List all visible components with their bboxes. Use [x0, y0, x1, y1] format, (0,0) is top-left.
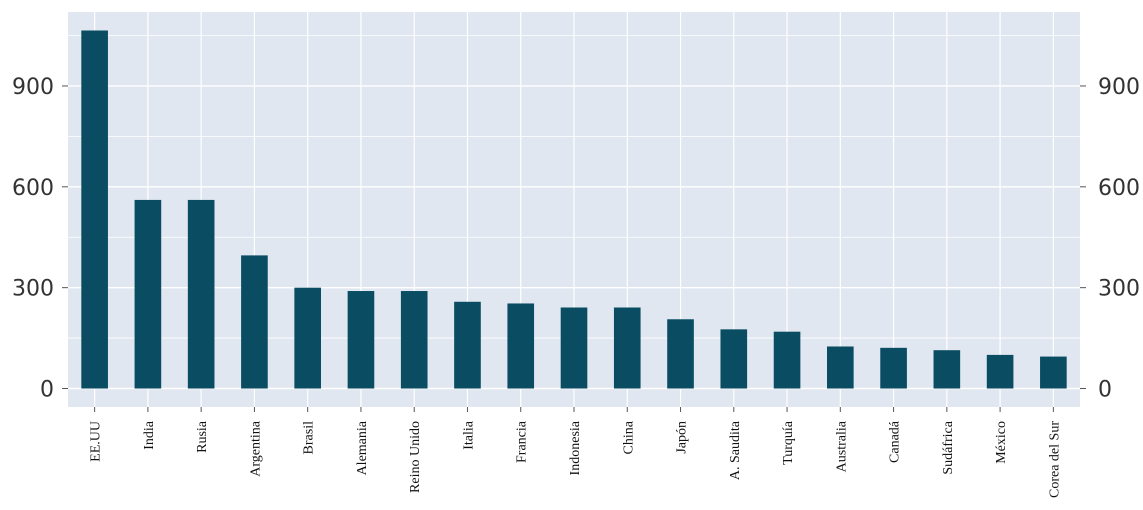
- bar-ee-uu: [81, 30, 108, 389]
- x-tick-label: Corea del Sur: [1047, 421, 1062, 498]
- bar-argentina: [241, 255, 268, 389]
- bar-francia: [507, 303, 535, 389]
- bar-m-xico: [986, 354, 1014, 389]
- x-tick-label: Francia: [515, 420, 530, 463]
- y-tick-label-right: 900: [1098, 75, 1140, 100]
- x-tick-label: México: [994, 421, 1009, 464]
- bar-jap-n: [667, 319, 694, 389]
- y-tick-label-left: 600: [12, 176, 54, 201]
- y-tick-label-left: 0: [40, 378, 54, 403]
- bar-turqu-a: [773, 331, 801, 389]
- x-tick-label: Japón: [675, 421, 690, 454]
- bar-india: [134, 199, 162, 389]
- y-tick-label-left: 900: [12, 75, 54, 100]
- x-tick-label: Rusia: [195, 420, 210, 453]
- bar-italia: [454, 301, 481, 389]
- bar-corea-del-sur: [1040, 356, 1067, 389]
- bar-rusia: [187, 199, 215, 389]
- y-tick-label-right: 600: [1098, 176, 1140, 201]
- x-tick-label: Turquía: [781, 420, 796, 465]
- x-tick-label: Alemania: [355, 420, 370, 475]
- y-tick-label-left: 300: [12, 277, 54, 302]
- bar-china: [613, 307, 641, 389]
- x-tick-label: Brasil: [302, 421, 317, 455]
- x-tick-label: Canadá: [888, 420, 903, 463]
- bar-a-saudita: [720, 329, 748, 389]
- bar-indonesia: [560, 307, 588, 389]
- bar-brasil: [294, 287, 321, 389]
- bar-australia: [827, 346, 854, 389]
- bar-canad-: [880, 347, 907, 389]
- bar-alemania: [347, 291, 375, 389]
- bars: [81, 30, 1067, 389]
- x-tick-label: Italia: [461, 420, 476, 450]
- bar-reino-unido: [400, 291, 428, 389]
- x-tick-label: Indonesia: [568, 420, 583, 475]
- x-tick-label: India: [142, 420, 157, 450]
- x-tick-label: A. Saudita: [728, 420, 743, 480]
- bar-sud-frica: [933, 350, 961, 389]
- x-tick-label: Reino Unido: [408, 421, 423, 493]
- x-tick-label: Australia: [834, 420, 849, 472]
- y-tick-label-right: 300: [1098, 277, 1140, 302]
- x-tick-label: Sudáfrica: [941, 420, 956, 474]
- x-tick-label: Argentina: [248, 420, 263, 477]
- y-tick-label-right: 0: [1098, 378, 1112, 403]
- x-tick-label: EE.UU: [89, 421, 104, 462]
- left-y-axis: 0 300 600 900: [12, 75, 68, 403]
- x-tick-label: China: [621, 420, 636, 454]
- x-axis: EE.UU India Rusia Argentina Brasil Alemania Re…: [89, 407, 1062, 498]
- right-y-axis: 0 300 600 900: [1080, 75, 1140, 403]
